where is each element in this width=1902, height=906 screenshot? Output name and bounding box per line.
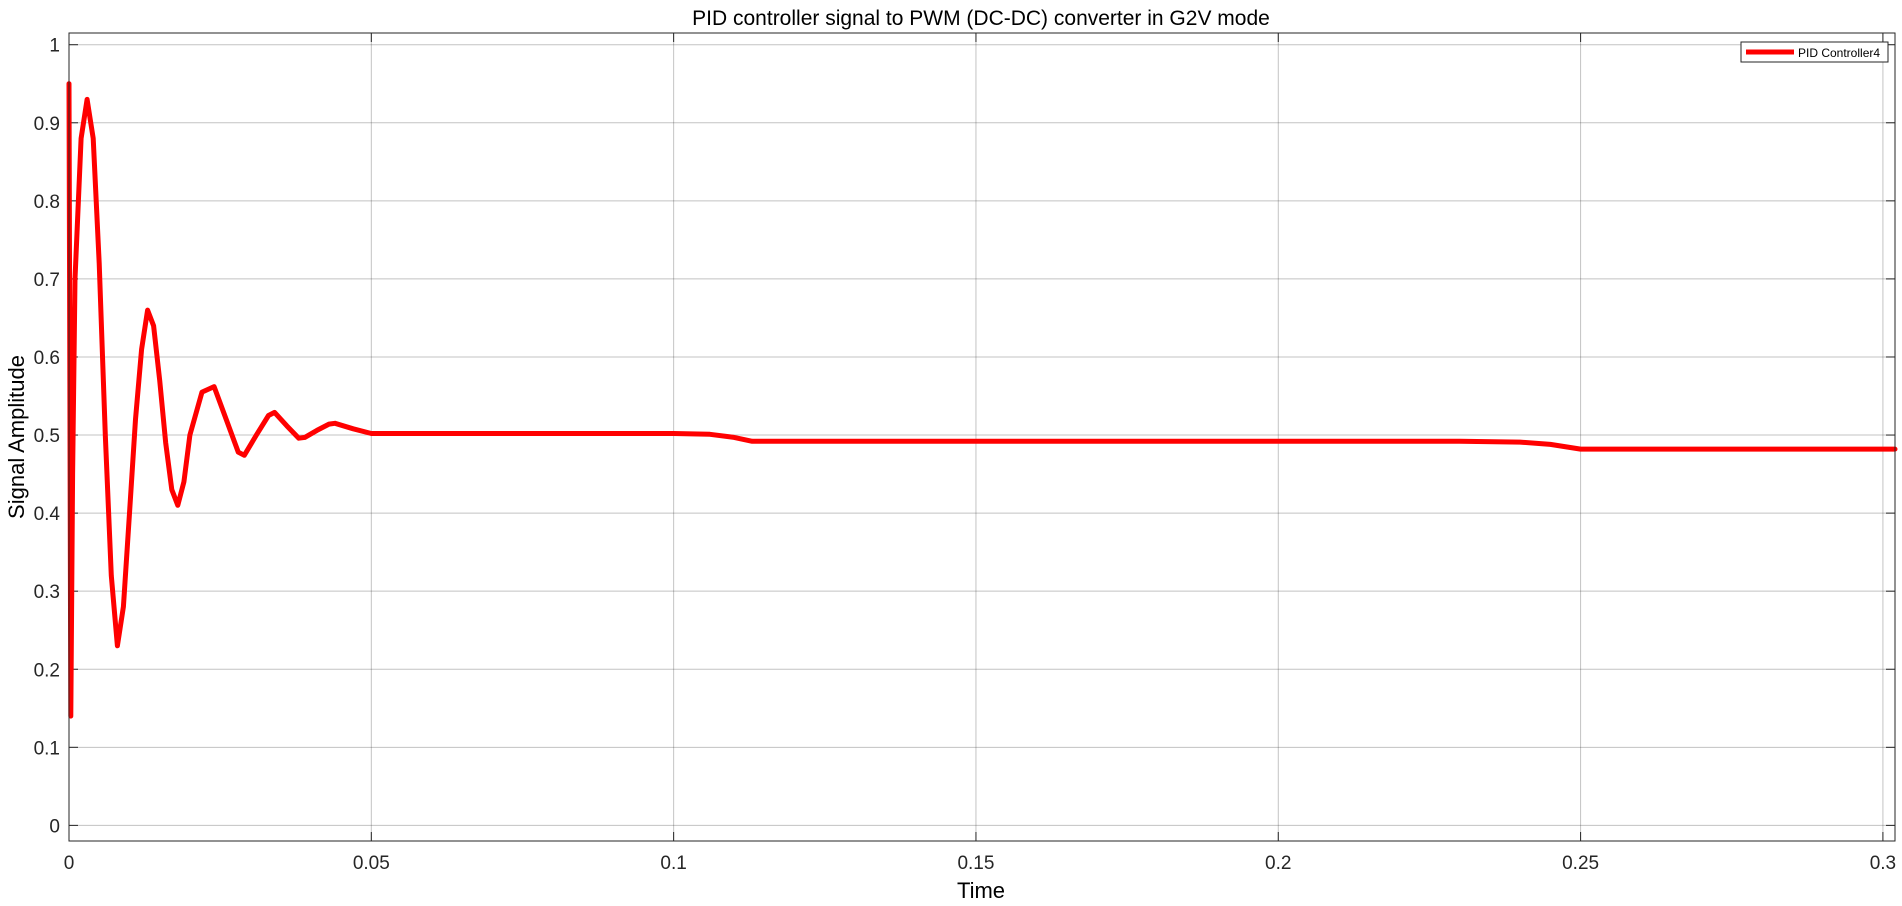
- legend[interactable]: PID Controller4: [1740, 41, 1889, 63]
- x-tick-label: 0.3: [1870, 853, 1896, 874]
- y-tick-label: 0: [49, 816, 60, 837]
- y-tick-label: 0.7: [34, 270, 60, 291]
- x-tick-label: 0.25: [1562, 853, 1599, 874]
- y-tick-label: 0.1: [34, 738, 60, 759]
- y-tick-label: 0.9: [34, 114, 60, 135]
- legend-entry-label: PID Controller4: [1798, 46, 1880, 60]
- x-tick-label: 0.05: [353, 853, 390, 874]
- y-tick-label: 0.2: [34, 660, 60, 681]
- chart-title: PID controller signal to PWM (DC-DC) con…: [692, 7, 1270, 30]
- y-tick-label: 0.3: [34, 582, 60, 603]
- y-axis-label: Signal Amplitude: [4, 355, 29, 519]
- y-tick-label: 0.4: [34, 504, 61, 525]
- y-tick-label: 0.8: [34, 192, 60, 213]
- plot-area: [69, 33, 1895, 841]
- legend-box: [1740, 41, 1889, 63]
- x-tick-label: 0.15: [957, 853, 994, 874]
- series-layer: [66, 81, 1898, 719]
- plot-frame: [68, 32, 1896, 842]
- x-tick-label: 0.1: [660, 853, 686, 874]
- x-tick-label: 0: [64, 853, 75, 874]
- series-line-pid-controller4: [66, 81, 1898, 719]
- y-tick-label: 0.5: [34, 426, 60, 447]
- y-tick-label: 0.6: [34, 348, 60, 369]
- x-tick-label: 0.2: [1265, 853, 1291, 874]
- x-tick-labels: 0 0.05 0.1 0.15 0.2 0.25 0.3: [64, 853, 1896, 874]
- y-tick-labels: 0 0.1 0.2 0.3 0.4 0.5 0.6 0.7 0.8 0.9 1: [34, 36, 61, 838]
- x-axis-label: Time: [957, 878, 1005, 903]
- y-tick-label: 1: [49, 36, 60, 57]
